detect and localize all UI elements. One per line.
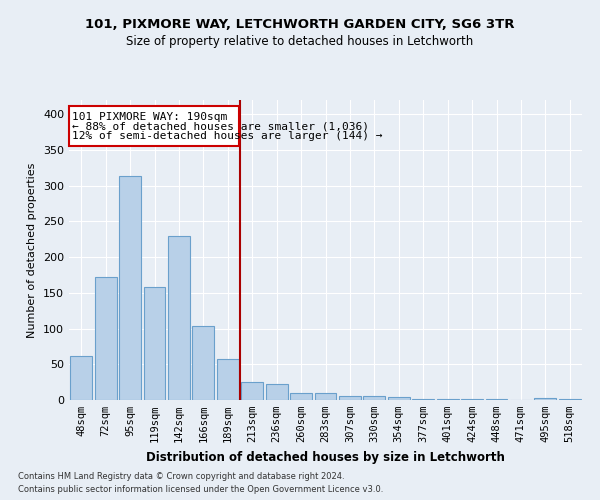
Text: 12% of semi-detached houses are larger (144) →: 12% of semi-detached houses are larger (… — [72, 130, 382, 140]
Bar — [119, 176, 141, 400]
Bar — [412, 398, 434, 400]
Text: ← 88% of detached houses are smaller (1,036): ← 88% of detached houses are smaller (1,… — [72, 122, 369, 132]
Text: Size of property relative to detached houses in Letchworth: Size of property relative to detached ho… — [127, 35, 473, 48]
Bar — [364, 396, 385, 400]
Bar — [535, 398, 556, 400]
Text: 101 PIXMORE WAY: 190sqm: 101 PIXMORE WAY: 190sqm — [72, 112, 227, 122]
Bar — [388, 397, 410, 400]
Bar — [217, 358, 239, 400]
Bar — [168, 236, 190, 400]
Bar — [266, 384, 287, 400]
X-axis label: Distribution of detached houses by size in Letchworth: Distribution of detached houses by size … — [146, 450, 505, 464]
Bar — [70, 356, 92, 400]
FancyBboxPatch shape — [70, 106, 239, 146]
Text: Contains HM Land Registry data © Crown copyright and database right 2024.: Contains HM Land Registry data © Crown c… — [18, 472, 344, 481]
Y-axis label: Number of detached properties: Number of detached properties — [28, 162, 37, 338]
Bar — [193, 326, 214, 400]
Bar — [241, 382, 263, 400]
Bar — [559, 398, 581, 400]
Bar — [290, 393, 312, 400]
Text: 101, PIXMORE WAY, LETCHWORTH GARDEN CITY, SG6 3TR: 101, PIXMORE WAY, LETCHWORTH GARDEN CITY… — [85, 18, 515, 30]
Bar — [339, 396, 361, 400]
Text: Contains public sector information licensed under the Open Government Licence v3: Contains public sector information licen… — [18, 485, 383, 494]
Bar — [314, 393, 337, 400]
Bar — [95, 277, 116, 400]
Bar — [143, 287, 166, 400]
